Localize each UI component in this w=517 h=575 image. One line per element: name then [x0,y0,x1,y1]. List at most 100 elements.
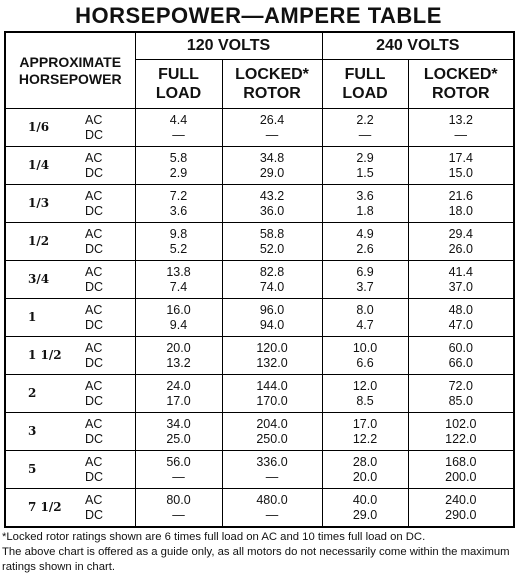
ampere-value: 74.0 [259,279,285,294]
ampere-value: 120.0 [256,340,288,355]
ampere-value: 18.0 [448,203,473,218]
value-cell: 26.4— [221,108,323,147]
ampere-value: 9.4 [169,317,188,332]
type-cell: AC DC [85,222,136,261]
current-type: AC [85,492,103,507]
current-type: DC [85,279,104,294]
hp-cell: 1 [5,298,85,337]
ampere-value: 102.0 [445,416,477,431]
ampere-value: 3.7 [356,279,374,294]
ampere-value: 52.0 [259,241,285,256]
current-type: AC [85,150,103,165]
column-header: FULL LOAD [321,59,409,109]
ampere-value: 2.9 [169,165,188,180]
ampere-value: 36.0 [259,203,285,218]
current-type: DC [85,203,104,218]
hp-cell: 5 [5,450,85,489]
value-cell: 17.4 15.0 [407,146,515,185]
column-header: LOCKED* ROTOR [407,59,515,109]
ampere-value: 10.0 [352,340,378,355]
value-cell: 204.0 250.0 [221,412,323,451]
ampere-value: 13.8 [166,264,191,279]
table-row: 1/2 AC DC 9.8 5.2 58.8 52.0 4.9 2.6 29.4 26.0 [5,222,515,261]
table-row: 7 1/2 AC DC 80.0—480.0—40.0 29.0 240.0 290.0 [5,488,515,528]
value-cell: 8.0 4.7 [321,298,409,337]
ampere-value: 7.2 [169,188,188,203]
ampere-value: 250.0 [256,431,288,446]
value-cell: 48.0 47.0 [407,298,515,337]
type-cell: AC DC [85,336,136,375]
value-cell: 12.0 8.5 [321,374,409,413]
ampere-value: 144.0 [256,378,288,393]
ampere-value: 40.0 [352,492,378,507]
table-row: 1 AC DC 16.0 9.4 96.0 94.0 8.0 4.7 48.0 47.0 [5,298,515,337]
ampere-value: 94.0 [259,317,285,332]
type-cell: AC DC [85,412,136,451]
ampere-value: 29.4 [448,226,473,241]
current-type: DC [85,127,104,142]
type-cell: AC DC [85,184,136,223]
ampere-value: 122.0 [445,431,477,446]
footnotes: *Locked rotor ratings shown are 6 times … [2,530,516,575]
ampere-value: 240.0 [445,492,477,507]
current-type: AC [85,454,103,469]
ampere-value: 200.0 [445,469,477,484]
value-cell: 2.9 1.5 [321,146,409,185]
value-cell: 2.2— [321,108,409,147]
current-type: DC [85,469,104,484]
current-type: AC [85,302,103,317]
ampere-value: — [172,127,185,142]
ampere-value: 12.2 [352,431,378,446]
current-type: DC [85,317,104,332]
table-header: APPROXIMATE HORSEPOWER 120 VOLTS 240 VOLTS… [4,31,515,109]
ampere-value: 66.0 [448,355,473,370]
ampere-value: 20.0 [166,340,191,355]
current-type: AC [85,112,103,127]
value-cell: 102.0 122.0 [407,412,515,451]
ampere-value: — [265,507,279,522]
current-type: AC [85,264,103,279]
current-type: DC [85,165,104,180]
ampere-value: 24.0 [166,378,191,393]
ampere-value: 4.9 [356,226,374,241]
value-cell: 17.0 12.2 [321,412,409,451]
hp-cell: 1/6 [5,108,85,147]
ampere-value: 168.0 [445,454,477,469]
value-cell: 9.8 5.2 [134,222,223,261]
ampere-value: — [265,469,279,484]
footnote: *Locked rotor ratings shown are 6 times … [2,531,426,543]
value-cell: 3.6 1.8 [321,184,409,223]
value-cell: 336.0— [221,450,323,489]
ampere-value: 6.6 [356,355,374,370]
value-cell: 5.8 2.9 [134,146,223,185]
ampere-value: 21.6 [448,188,473,203]
value-cell: 34.0 25.0 [134,412,223,451]
ampere-value: 2.6 [356,241,374,256]
table-row: 1 1/2 AC DC 20.0 13.2 120.0 132.0 10.0 6.6 60.0 66… [5,336,515,375]
ampere-value: 170.0 [256,393,288,408]
ampere-value: 28.0 [352,454,378,469]
ampere-value: 13.2 [448,112,473,127]
ampere-value: 34.0 [166,416,191,431]
ampere-value: 41.4 [448,264,473,279]
current-type: DC [85,507,104,522]
ampere-value: 1.5 [356,165,374,180]
table-body: 1/6 AC DC 4.4—26.4—2.2—13.2—1/4 AC DC 5.8 2.9 34… [5,108,515,528]
hp-cell: 1/2 [5,222,85,261]
value-cell: 4.4— [134,108,223,147]
ampere-value: 82.8 [259,264,285,279]
column-header: LOCKED* ROTOR [221,59,323,109]
type-cell: AC DC [85,146,136,185]
value-cell: 120.0 132.0 [221,336,323,375]
table-row: 3 AC DC 34.0 25.0 204.0 250.0 17.0 12.2 102.0 122.… [5,412,515,451]
hp-table: APPROXIMATE HORSEPOWER 120 VOLTS 240 VOLTS… [4,31,516,528]
value-cell: 56.0— [134,450,223,489]
ampere-value: — [358,127,372,142]
ampere-value: 29.0 [259,165,285,180]
ampere-value: 80.0 [166,492,191,507]
value-cell: 43.2 36.0 [221,184,323,223]
value-cell: 144.0 170.0 [221,374,323,413]
ampere-value: 25.0 [166,431,191,446]
ampere-value: — [172,469,185,484]
ampere-value: 1.8 [356,203,374,218]
